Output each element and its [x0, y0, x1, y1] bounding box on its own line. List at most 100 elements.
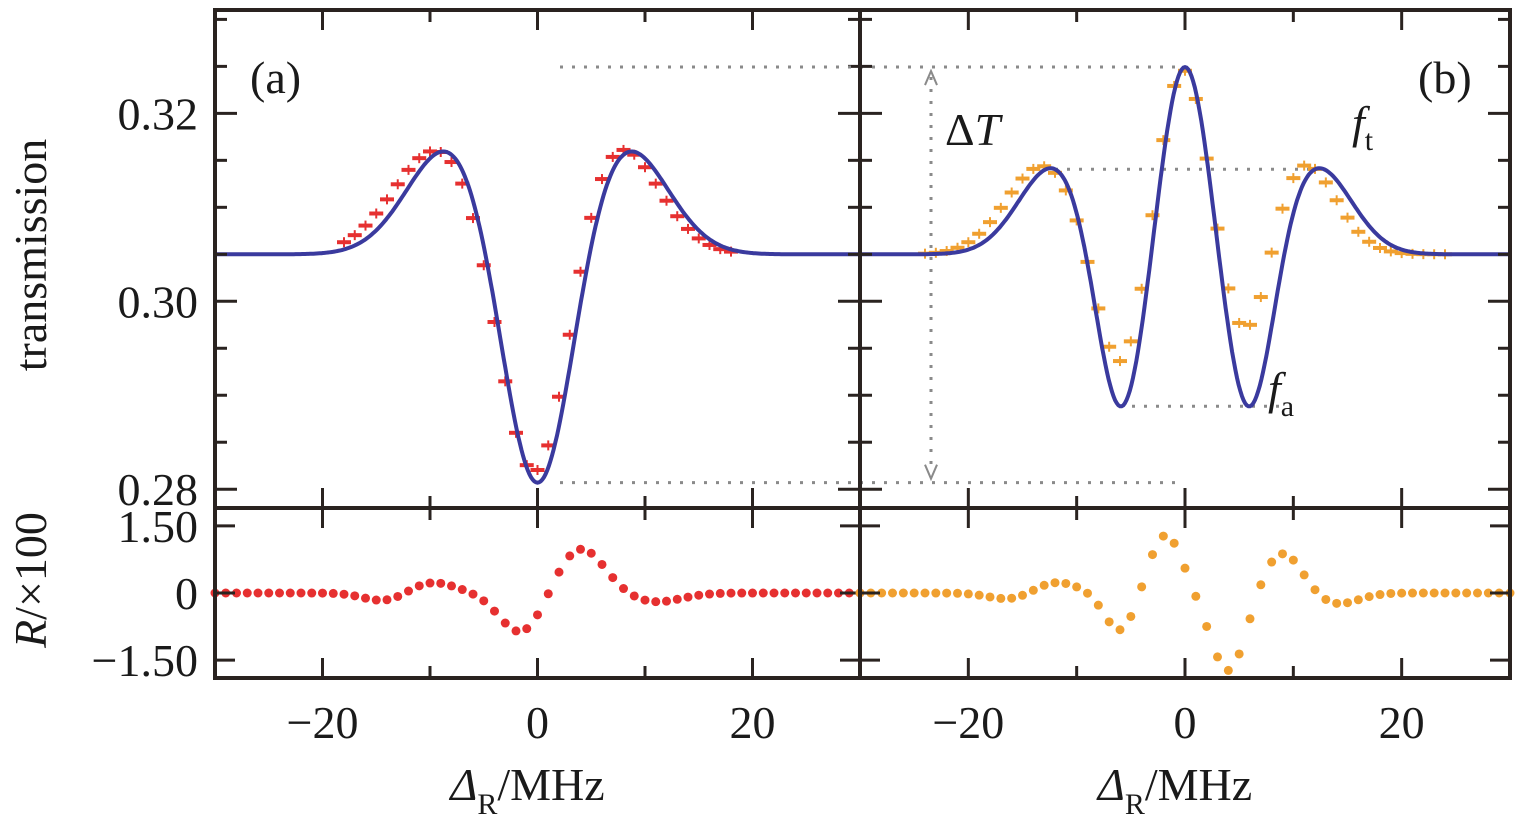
residual-point — [877, 588, 887, 598]
residual-point — [931, 588, 941, 598]
residual-point — [393, 591, 403, 601]
residual-point — [1028, 585, 1038, 595]
residual-point — [1213, 652, 1222, 662]
residual-point — [1202, 621, 1212, 631]
residual-point — [490, 606, 499, 616]
panel-label-b: (b) — [1418, 52, 1472, 103]
residual-point — [974, 590, 984, 600]
residual-point — [1072, 582, 1082, 592]
residual-point — [457, 585, 467, 595]
panel-b: −20 0 20 (b) ΔR/MHz ΔT ft fa — [560, 8, 1515, 821]
residual-point — [1462, 588, 1472, 598]
x-axis-title: ΔR/MHz — [448, 759, 604, 821]
residual-point — [1191, 591, 1201, 601]
x-tick-label: 20 — [1379, 697, 1425, 748]
residual-point — [985, 592, 995, 602]
residual-point — [608, 573, 618, 583]
residual-point — [1278, 549, 1287, 559]
delta-t-arrow-head-down — [924, 464, 938, 482]
residual-point — [791, 588, 800, 598]
residual-point — [275, 588, 284, 598]
residual-point — [1169, 538, 1179, 548]
residual-point — [500, 618, 510, 628]
residual-point — [1418, 588, 1428, 598]
residual-point — [780, 588, 790, 598]
residual-point — [576, 544, 585, 554]
residual-point — [404, 586, 413, 596]
residual-point — [694, 590, 704, 600]
residual-point — [1223, 665, 1233, 675]
plot-frame-top — [213, 8, 862, 510]
residual-point — [1310, 585, 1320, 595]
residual-point — [328, 588, 338, 598]
residual-point — [1451, 588, 1461, 598]
residual-point — [1364, 592, 1374, 602]
residual-point — [425, 578, 435, 588]
residual-point — [715, 588, 725, 598]
residual-point — [1256, 580, 1266, 590]
residual-point — [769, 588, 779, 598]
residual-point — [823, 588, 833, 598]
residual-point — [996, 593, 1006, 603]
annotation-f-a: fa — [1268, 363, 1294, 423]
residual-point — [371, 595, 381, 605]
residual-point — [554, 567, 564, 577]
residual-point — [447, 581, 456, 591]
residual-point — [651, 597, 661, 607]
residual-point — [758, 588, 768, 598]
residual-point — [1332, 598, 1342, 608]
y-tick-label: 0.28 — [118, 464, 199, 515]
residual-point — [683, 592, 693, 602]
residual-point — [920, 588, 930, 598]
residual-point — [1299, 570, 1309, 580]
residual-point — [1083, 588, 1092, 598]
residual-point — [350, 591, 360, 601]
residual-point — [748, 588, 757, 598]
residual-point — [339, 589, 349, 599]
y-axis-title-residual: R/×100 — [5, 512, 56, 649]
fit-curve — [215, 149, 860, 485]
residual-point — [1353, 595, 1363, 605]
residual-point — [1288, 555, 1298, 565]
x-tick-label: −20 — [287, 697, 359, 748]
residual-point — [640, 595, 650, 605]
residual-point — [1093, 600, 1103, 610]
residual-point — [414, 581, 424, 591]
residual-point — [953, 588, 962, 598]
residual-point — [942, 588, 952, 598]
y-tick-label: 0.32 — [118, 88, 199, 139]
panel-label-a: (a) — [250, 52, 301, 103]
residual-point — [834, 588, 843, 598]
residual-point — [1126, 611, 1136, 621]
residual-point — [1321, 594, 1331, 604]
residual-point — [801, 588, 811, 598]
y-tick-label: 0.30 — [118, 276, 199, 327]
residual-point — [1429, 588, 1439, 598]
residual-point — [1483, 588, 1493, 598]
residual-point — [533, 610, 542, 620]
residual-point — [479, 596, 489, 606]
residual-point — [1180, 563, 1190, 573]
residual-point — [253, 588, 263, 598]
residual-point — [296, 588, 306, 598]
residual-point — [1158, 531, 1168, 541]
residual-point — [1007, 593, 1017, 603]
fit-curve — [860, 65, 1510, 409]
residual-point — [737, 588, 747, 598]
residual-point — [726, 588, 736, 598]
residual-point — [511, 626, 521, 636]
residual-point — [1050, 578, 1060, 588]
residual-point — [264, 588, 274, 598]
residual-point — [1104, 617, 1114, 627]
x-tick-label: 20 — [730, 697, 776, 748]
residual-point — [307, 588, 317, 598]
x-tick-label: 0 — [526, 697, 549, 748]
residual-point — [662, 596, 671, 606]
residual-point — [1473, 588, 1482, 598]
residual-point — [361, 593, 370, 603]
residual-point — [1039, 580, 1049, 590]
residual-point — [285, 588, 295, 598]
residual-point — [812, 588, 822, 598]
residual-point — [232, 588, 241, 598]
residual-point — [629, 591, 639, 601]
